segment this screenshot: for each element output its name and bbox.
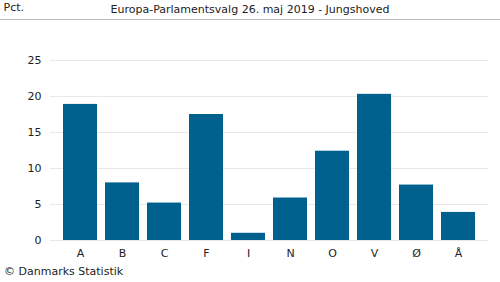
svg-text:O: O	[328, 247, 337, 260]
svg-text:I: I	[247, 247, 250, 260]
svg-text:C: C	[161, 247, 169, 260]
svg-text:25: 25	[28, 54, 42, 67]
svg-text:0: 0	[35, 234, 42, 247]
svg-text:F: F	[203, 247, 209, 260]
svg-text:V: V	[371, 247, 379, 260]
html-text:© Danmarks Statistik: © Danmarks Statistik	[4, 265, 124, 278]
svg-text:Pct.: Pct.	[4, 1, 25, 14]
svg-text:10: 10	[28, 162, 42, 175]
svg-text:N: N	[286, 247, 294, 260]
svg-text:B: B	[119, 247, 127, 260]
html-text:Europa-Parlamentsvalg 26. maj: Europa-Parlamentsvalg 26. maj 2019 - Jun…	[110, 3, 390, 16]
svg-text:Å: Å	[455, 247, 463, 260]
svg-text:15: 15	[28, 126, 42, 139]
svg-text:20: 20	[28, 90, 42, 103]
svg-text:5: 5	[35, 198, 42, 211]
svg-text:Ø: Ø	[412, 247, 421, 260]
svg-text:A: A	[77, 247, 85, 260]
